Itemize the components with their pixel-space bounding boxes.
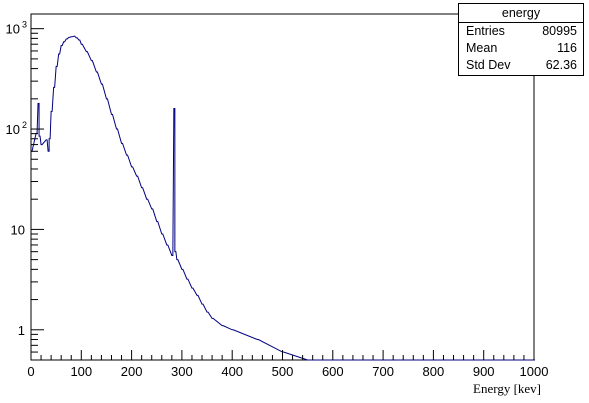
y-tick-label: 10: [6, 22, 20, 37]
stats-entries-value: 80995: [542, 24, 577, 38]
stats-row-entries: Entries 80995: [459, 23, 583, 40]
y-tick-exponent: 2: [22, 120, 27, 130]
y-tick-exponent: 3: [22, 20, 27, 30]
x-tick-label: 700: [372, 364, 394, 379]
x-tick-label: 1000: [520, 364, 549, 379]
x-tick-label: 500: [272, 364, 294, 379]
x-tick-label: 300: [171, 364, 193, 379]
histogram-line: [31, 35, 536, 361]
stats-mean-value: 116: [557, 41, 577, 55]
x-axis: 0 100 200 300 400 500 600 700 800 900 1000: [27, 350, 548, 379]
stats-mean-label: Mean: [466, 41, 498, 55]
y-tick-label: 10: [6, 122, 20, 137]
x-axis-label: Energy [kev]: [473, 381, 541, 396]
x-tick-label: 0: [27, 364, 34, 379]
x-tick-label: 400: [221, 364, 243, 379]
stats-entries-label: Entries: [466, 24, 505, 38]
x-tick-label: 100: [70, 364, 92, 379]
stats-stddev-label: Std Dev: [466, 58, 511, 72]
y-tick-label: 1: [18, 323, 25, 338]
stats-title: energy: [459, 4, 583, 23]
x-tick-label: 200: [121, 364, 143, 379]
stats-box: energy Entries 80995 Mean 116 Std Dev 62…: [458, 3, 584, 76]
x-tick-label: 600: [322, 364, 344, 379]
stats-row-mean: Mean 116: [459, 40, 583, 57]
x-tick-label: 900: [473, 364, 495, 379]
y-tick-label: 10: [11, 222, 25, 237]
stats-stddev-value: 62.36: [545, 58, 577, 72]
stats-row-stddev: Std Dev 62.36: [459, 57, 583, 74]
x-tick-label: 800: [423, 364, 445, 379]
histogram-series: [31, 35, 536, 361]
